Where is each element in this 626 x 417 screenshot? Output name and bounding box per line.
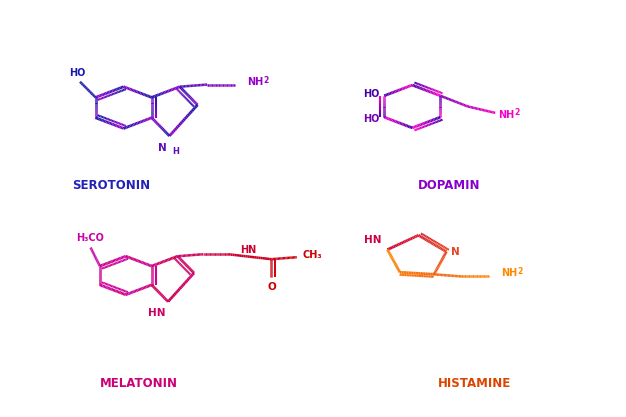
Text: 2: 2: [515, 108, 520, 118]
Text: HO: HO: [363, 114, 379, 124]
Text: HN: HN: [240, 245, 256, 255]
Text: H: H: [173, 147, 180, 156]
Text: HISTAMINE: HISTAMINE: [438, 377, 511, 390]
Text: NH: NH: [498, 110, 515, 120]
Text: HO: HO: [69, 68, 85, 78]
Text: N: N: [158, 143, 167, 153]
Text: CH₃: CH₃: [303, 250, 322, 260]
Text: MELATONIN: MELATONIN: [100, 377, 178, 390]
Text: DOPAMIN: DOPAMIN: [418, 179, 481, 192]
Text: 2: 2: [264, 75, 269, 85]
Text: N: N: [451, 247, 460, 257]
Text: NH: NH: [501, 269, 517, 278]
Text: HN: HN: [364, 235, 381, 245]
Text: HN: HN: [148, 308, 166, 318]
Text: H₃CO: H₃CO: [76, 233, 105, 243]
Text: NH: NH: [247, 77, 264, 87]
Text: HO: HO: [363, 89, 379, 99]
Text: 2: 2: [517, 267, 522, 276]
Text: O: O: [267, 282, 276, 292]
Text: SEROTONIN: SEROTONIN: [72, 179, 150, 192]
